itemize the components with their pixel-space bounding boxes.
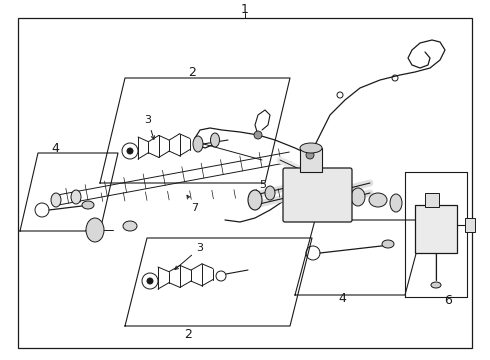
Ellipse shape [431, 282, 441, 288]
Ellipse shape [123, 221, 137, 231]
Ellipse shape [86, 218, 104, 242]
Ellipse shape [51, 193, 61, 207]
Ellipse shape [369, 193, 387, 207]
Circle shape [147, 278, 153, 284]
Circle shape [254, 131, 262, 139]
Circle shape [127, 148, 133, 154]
Text: 3: 3 [175, 243, 203, 270]
Text: 2: 2 [184, 328, 192, 341]
Text: 4: 4 [51, 141, 59, 154]
Bar [425, 193, 439, 207]
Ellipse shape [248, 190, 262, 210]
FancyBboxPatch shape [283, 168, 352, 222]
Circle shape [306, 151, 314, 159]
Ellipse shape [390, 194, 402, 212]
Text: 3: 3 [145, 115, 154, 139]
Ellipse shape [265, 186, 275, 200]
Ellipse shape [193, 136, 203, 152]
Text: 5: 5 [260, 180, 272, 190]
Bar [465, 218, 475, 232]
Bar [300, 148, 322, 172]
Ellipse shape [382, 240, 394, 248]
Ellipse shape [211, 133, 220, 147]
Text: 2: 2 [188, 66, 196, 78]
Ellipse shape [71, 190, 81, 204]
Bar [415, 205, 457, 253]
Ellipse shape [82, 201, 94, 209]
Text: 1: 1 [241, 3, 249, 15]
Ellipse shape [351, 188, 365, 206]
Text: 4: 4 [338, 292, 346, 305]
Text: 6: 6 [444, 293, 452, 306]
Ellipse shape [300, 143, 322, 153]
Text: 7: 7 [187, 195, 198, 213]
